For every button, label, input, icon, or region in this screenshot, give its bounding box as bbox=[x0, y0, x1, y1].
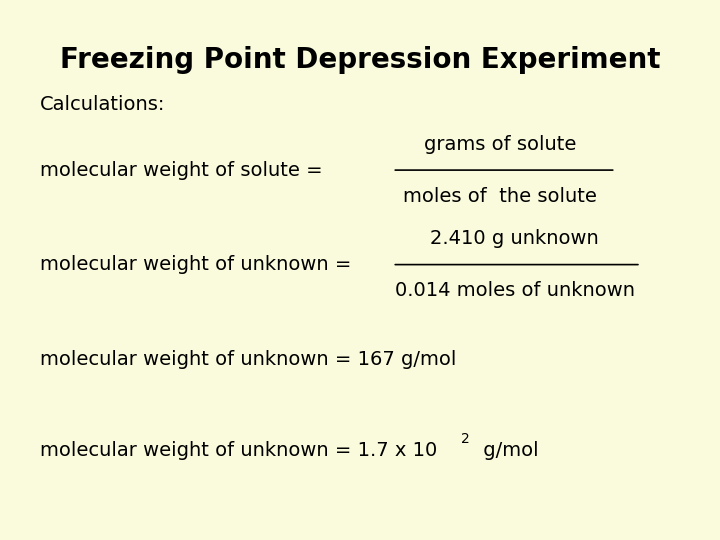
Text: grams of solute: grams of solute bbox=[424, 134, 577, 154]
Text: Calculations:: Calculations: bbox=[40, 94, 165, 113]
Text: molecular weight of unknown = 1.7 x 10: molecular weight of unknown = 1.7 x 10 bbox=[40, 441, 437, 461]
Text: molecular weight of unknown =: molecular weight of unknown = bbox=[40, 255, 351, 274]
Text: g/mol: g/mol bbox=[477, 441, 539, 461]
Text: 2.410 g unknown: 2.410 g unknown bbox=[431, 229, 599, 248]
Text: moles of  the solute: moles of the solute bbox=[403, 186, 598, 206]
Text: Freezing Point Depression Experiment: Freezing Point Depression Experiment bbox=[60, 46, 660, 74]
Text: molecular weight of unknown = 167 g/mol: molecular weight of unknown = 167 g/mol bbox=[40, 349, 456, 369]
Text: molecular weight of solute =: molecular weight of solute = bbox=[40, 160, 323, 180]
Text: 0.014 moles of unknown: 0.014 moles of unknown bbox=[395, 281, 635, 300]
Text: 2: 2 bbox=[461, 432, 469, 446]
